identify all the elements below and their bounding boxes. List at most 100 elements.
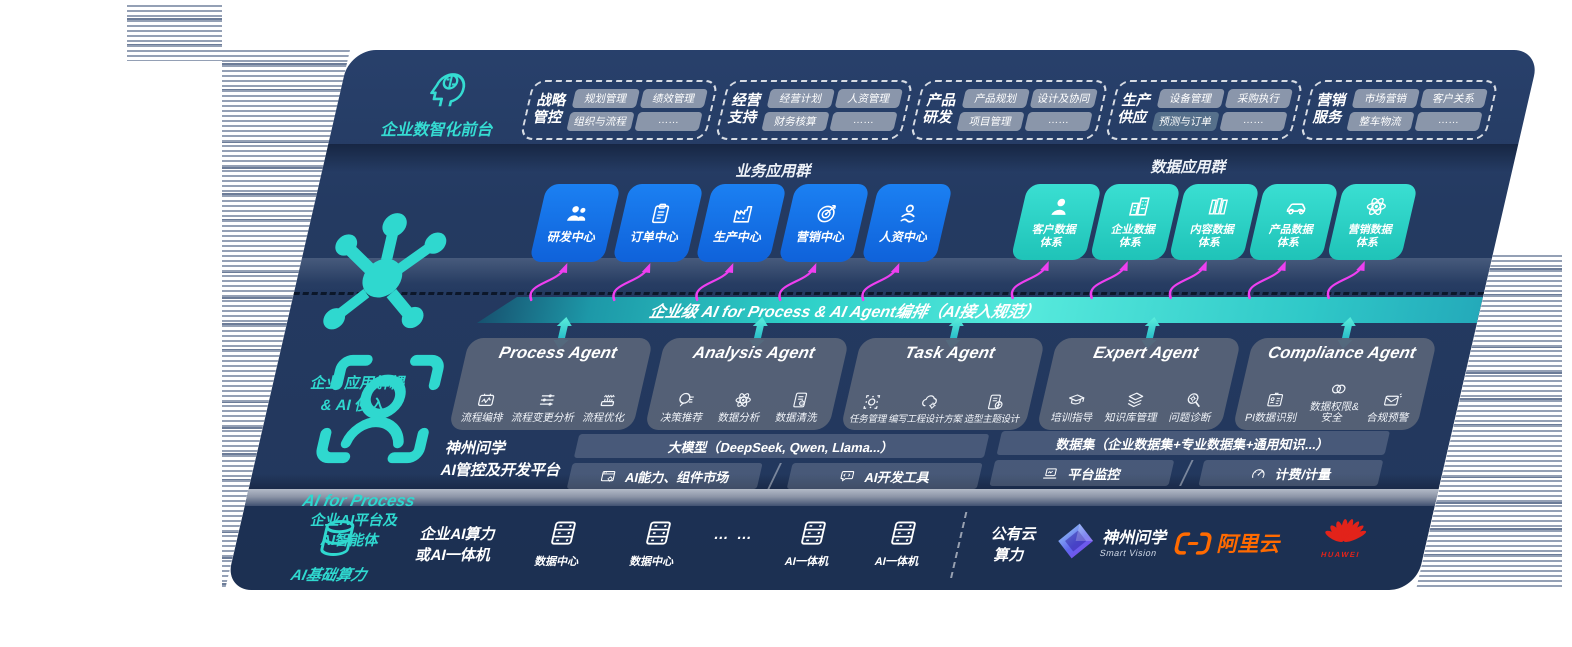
app-marketing-center: 营销中心 (778, 184, 871, 262)
data-content: 内容数据 体系 (1168, 184, 1261, 260)
group-operation-support: 经营 支持 经营计划 人资管理 财务核算 …… (714, 80, 915, 140)
doc-clean-icon (788, 390, 813, 410)
dev-tools-icon (837, 468, 858, 485)
chip: 经营计划 (766, 89, 835, 108)
agent-item: PI数据识别 (1243, 390, 1303, 425)
data-enterprise: 企业数据 体系 (1089, 184, 1182, 260)
machine-icon (596, 390, 621, 410)
app-order-center: 订单中心 (612, 184, 705, 262)
main-stage: 企业数智化前台 战略 管控 规划管理 绩效管理 组织与流程 …… 经营 支持 经营计… (225, 50, 1540, 590)
agent-item: 流程优化 (581, 390, 631, 425)
clipboard-icon (645, 201, 676, 226)
agent-item: 问题诊断 (1167, 390, 1217, 425)
agent-item: 任务管理 (848, 392, 893, 425)
diagnose-icon (1182, 390, 1207, 410)
separator (767, 463, 782, 489)
chip: …… (1414, 112, 1483, 131)
aliyun-logo: 阿里云 (1171, 528, 1285, 558)
datacenter-node: 数据中心 (618, 518, 694, 569)
chip: 采购执行 (1224, 89, 1293, 108)
analysis-agent-card: Analysis Agent 决策推荐 数据分析 数据清洗 (644, 338, 850, 430)
server-rack-icon (545, 518, 582, 548)
training-icon (1064, 390, 1089, 410)
aliyun-bracket-icon (1174, 531, 1212, 555)
data-product: 产品数据 体系 (1247, 184, 1340, 260)
model-bar: 大模型（DeepSeek, Qwen, Llama...） (573, 434, 990, 458)
data-apps-heading: 数据应用群 (1149, 159, 1229, 176)
agent-item: 合规预警 (1365, 390, 1415, 425)
monitor-icon (1041, 465, 1062, 482)
agent-item: 数据分析 (716, 390, 766, 425)
chip: 规划管理 (571, 89, 640, 108)
ai-appliance-node: AI一体机 (773, 518, 849, 569)
agent-item: 知识库管理 (1103, 390, 1163, 425)
gauge-icon (1248, 465, 1269, 482)
ellipsis-more-nodes: … … (712, 526, 757, 543)
agent-item: 流程编排 (460, 390, 510, 425)
chip: 项目管理 (956, 112, 1025, 131)
chip: 产品规划 (961, 89, 1030, 108)
chip: 客户关系 (1419, 89, 1488, 108)
person-icon (1044, 194, 1075, 219)
smart-vision-diamond-icon (1058, 523, 1094, 559)
chip: …… (634, 112, 703, 131)
books-icon (1202, 194, 1233, 219)
tablet-check-icon (984, 392, 1009, 412)
group-strategy-control: 战略 管控 规划管理 绩效管理 组织与流程 …… (519, 80, 720, 140)
datacenter-node: 数据中心 (523, 518, 599, 569)
grid-bot-icon (860, 392, 885, 412)
group-title: 产品 研发 (921, 93, 958, 126)
ai-orchestration-bar: 企业级 AI for Process & AI Agent编排（AI接入规范） (477, 297, 1483, 323)
separator (1179, 460, 1194, 486)
expert-agent-card: Expert Agent 培训指导 知识库管理 问题诊断 (1036, 338, 1242, 430)
dashed-separator-line (293, 292, 1485, 295)
ai-compute-base (310, 516, 364, 560)
atom-icon (1360, 194, 1391, 219)
platform-label: 神州问学 AI管控及开发平台 (439, 440, 563, 479)
building-icon (1123, 194, 1154, 219)
front-office-title: 企业数智化前台 (379, 122, 496, 139)
agent-item: 决策推荐 (659, 390, 709, 425)
ai-dev-tools-button: AI开发工具 (786, 463, 983, 489)
ai-appliance-node: AI一体机 (863, 518, 939, 569)
infra-label: AI基础算力 (289, 567, 369, 584)
chip: 绩效管理 (639, 89, 708, 108)
task-agent-card: Task Agent 任务管理 编写工程设计方案 造型主题设计 (840, 338, 1046, 430)
shelf-highlight (293, 258, 1492, 294)
front-office-layer: 战略 管控 规划管理 绩效管理 组织与流程 …… 经营 支持 经营计划 人资管理 财… (519, 80, 1501, 140)
process-agent-card: Process Agent 流程编排 流程变更分析 流程优化 (448, 338, 654, 430)
id-card-icon (1263, 390, 1288, 410)
group-production-supply: 生产 供应 设备管理 采购执行 预测与订单 …… (1104, 80, 1305, 140)
ai-capability-market-button: AI能力、组件市场 (566, 463, 763, 489)
agent-item: 造型主题设计 (963, 392, 1026, 425)
server-rack-icon (885, 518, 922, 548)
chip: 市场营销 (1351, 89, 1420, 108)
chip: 人资管理 (834, 89, 903, 108)
factory-icon (728, 201, 759, 226)
database-icon (310, 516, 364, 560)
agents-layer: Process Agent 流程编排 流程变更分析 流程优化 Analysis … (448, 338, 1438, 430)
group-product-rnd: 产品 研发 产品规划 设计及协同 项目管理 …… (909, 80, 1110, 140)
group-title: 经营 支持 (726, 93, 763, 126)
brain-circuit-icon (419, 66, 476, 112)
billing-metering-button: 计费/计量 (1198, 460, 1384, 486)
cloud-gear-icon (917, 392, 942, 412)
smart-vision-logo: 神州问学 Smart Vision (1052, 522, 1171, 560)
flow-icon (474, 390, 499, 410)
chip: 财务核算 (761, 112, 830, 131)
group-title: 战略 管控 (531, 93, 568, 126)
business-apps-heading: 业务应用群 (734, 163, 814, 180)
chip: …… (829, 112, 898, 131)
huawei-petals-icon (1325, 519, 1367, 542)
platform-dataset-column: 数据集（企业数据集+专业数据集+通用知识...） 平台监控 计费/计量 (989, 431, 1391, 486)
platform-model-column: 大模型（DeepSeek, Qwen, Llama...） AI能力、组件市场 … (566, 434, 990, 489)
agent-item: 培训指导 (1049, 390, 1099, 425)
data-marketing: 营销数据 体系 (1326, 184, 1419, 260)
app-market-icon (598, 468, 619, 485)
decorative-stripes-topleft (127, 5, 222, 61)
agent-item: 编写工程设计方案 (887, 392, 968, 425)
car-icon (1281, 194, 1312, 219)
atom-icon (731, 390, 756, 410)
app-production-center: 生产中心 (695, 184, 788, 262)
